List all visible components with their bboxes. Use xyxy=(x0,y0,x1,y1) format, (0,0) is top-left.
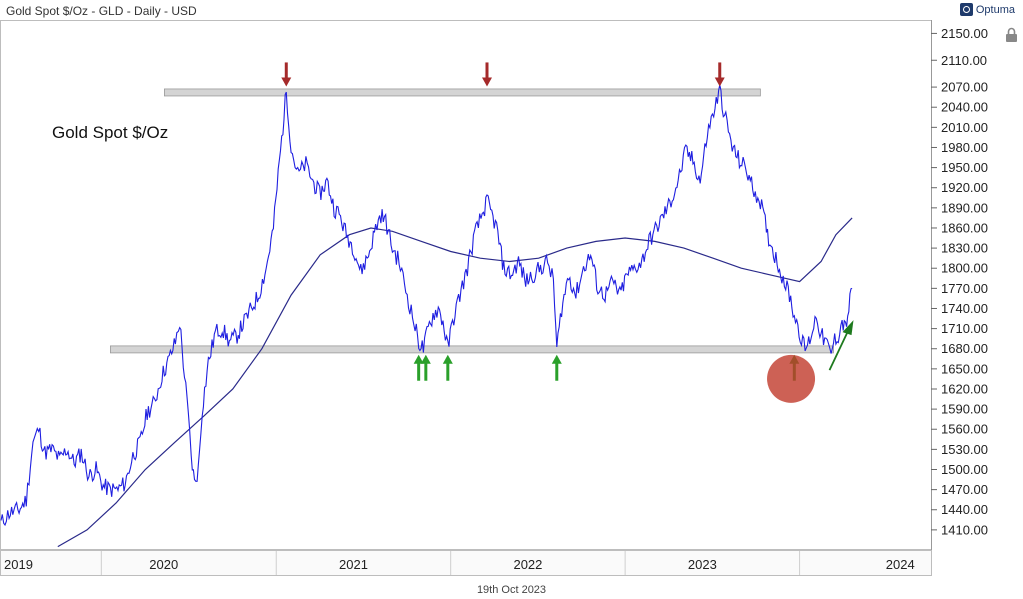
moving-average-line xyxy=(57,217,853,548)
x-year-label: 2023 xyxy=(688,557,717,572)
y-tick-label: 1890.00 xyxy=(941,200,988,215)
y-tick-label: 1980.00 xyxy=(941,140,988,155)
support-up-arrow xyxy=(420,354,431,381)
y-tick-label: 1440.00 xyxy=(941,502,988,517)
x-year-label: 2019 xyxy=(4,557,33,572)
y-tick-label: 1470.00 xyxy=(941,482,988,497)
breakout-arrow xyxy=(828,320,854,371)
y-tick-label: 1770.00 xyxy=(941,281,988,296)
y-axis: 1410.00 1440.00 1470.00 1500.00 1530.00 1560.… xyxy=(931,26,988,537)
level-bands xyxy=(110,88,834,354)
x-year-label: 2022 xyxy=(513,557,542,572)
support-up-arrow xyxy=(413,354,424,381)
x-axis: 2019 2020 2021 2022 2023 2024 xyxy=(4,551,915,575)
y-tick-label: 1530.00 xyxy=(941,442,988,457)
y-tick-label: 1500.00 xyxy=(941,462,988,477)
resistance-down-arrow xyxy=(281,62,292,87)
y-tick-label: 1950.00 xyxy=(941,160,988,175)
y-tick-label: 1680.00 xyxy=(941,341,988,356)
y-tick-label: 1830.00 xyxy=(941,241,988,256)
x-axis-band xyxy=(0,550,932,576)
y-tick-label: 2150.00 xyxy=(941,26,988,41)
y-tick-label: 1620.00 xyxy=(941,381,988,396)
y-tick-label: 1710.00 xyxy=(941,321,988,336)
support-up-arrow xyxy=(551,354,562,381)
lock-icon[interactable] xyxy=(1006,27,1017,43)
chart-header-title: Gold Spot $/Oz - GLD - Daily - USD xyxy=(6,4,197,18)
y-tick-label: 1590.00 xyxy=(941,402,988,417)
breakdown-highlight-circle xyxy=(767,354,816,403)
brand: Optuma xyxy=(959,3,1015,16)
x-year-label: 2021 xyxy=(339,557,368,572)
x-year-label: 2024 xyxy=(886,557,915,572)
x-year-label: 2020 xyxy=(149,557,178,572)
resistance-down-arrow xyxy=(482,62,493,87)
y-tick-label: 1650.00 xyxy=(941,361,988,376)
y-tick-label: 2010.00 xyxy=(941,120,988,135)
y-tick-label: 1920.00 xyxy=(941,180,988,195)
level-band-support xyxy=(110,345,834,354)
resistance-down-arrow xyxy=(714,62,725,87)
y-tick-label: 1800.00 xyxy=(941,261,988,276)
footer-date: 19th Oct 2023 xyxy=(476,584,547,596)
annotation-markers xyxy=(281,62,854,403)
y-tick-label: 2070.00 xyxy=(941,80,988,95)
plot-border xyxy=(0,20,932,550)
brand-name: Optuma xyxy=(975,3,1015,16)
support-up-arrow xyxy=(442,354,453,381)
y-tick-label: 1560.00 xyxy=(941,422,988,437)
y-tick-label: 1410.00 xyxy=(941,522,988,537)
y-tick-label: 2110.00 xyxy=(941,53,987,68)
gold-price-line xyxy=(0,84,853,527)
y-tick-label: 2040.00 xyxy=(941,100,988,115)
series-annotation: Gold Spot $/Oz xyxy=(52,123,168,142)
y-tick-label: 1860.00 xyxy=(941,220,988,235)
y-tick-label: 1740.00 xyxy=(941,301,988,316)
level-band-resistance xyxy=(164,88,761,97)
optuma-logo-icon xyxy=(959,3,973,16)
